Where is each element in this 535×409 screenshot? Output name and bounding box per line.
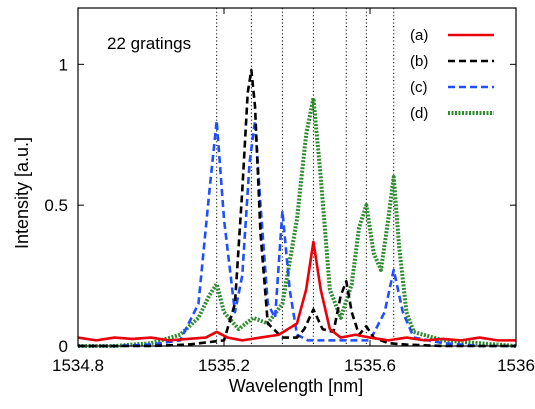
tick-labels: 1534.8 1535.2 1535.6 1536 0 0.5 1 <box>44 55 535 375</box>
y-tick-label: 0 <box>59 337 68 356</box>
legend-label: (d) <box>410 105 428 122</box>
series-line-2 <box>78 68 516 348</box>
x-tick-label: 1536 <box>497 356 535 375</box>
series-lines <box>77 68 517 348</box>
legend-label: (c) <box>410 79 428 96</box>
series-line-4 <box>78 96 517 348</box>
legend: (a) (b) (c) (d) <box>410 27 494 122</box>
legend-label: (a) <box>410 27 428 44</box>
annotation-label: 22 gratings <box>107 34 191 53</box>
legend-label: (b) <box>410 53 428 70</box>
series-line-3 <box>78 119 516 348</box>
x-tick-label: 1535.6 <box>344 356 396 375</box>
x-tick-label: 1535.2 <box>198 356 250 375</box>
y-axis-label: Intensity [a.u.] <box>12 137 32 249</box>
series-line-1 <box>77 240 516 342</box>
y-tick-label: 1 <box>59 55 68 74</box>
axis-ticks <box>77 8 517 347</box>
y-tick-label: 0.5 <box>44 196 68 215</box>
x-axis-label: Wavelength [nm] <box>229 376 363 396</box>
x-tick-label: 1534.8 <box>52 356 104 375</box>
plot-frame <box>77 7 517 347</box>
